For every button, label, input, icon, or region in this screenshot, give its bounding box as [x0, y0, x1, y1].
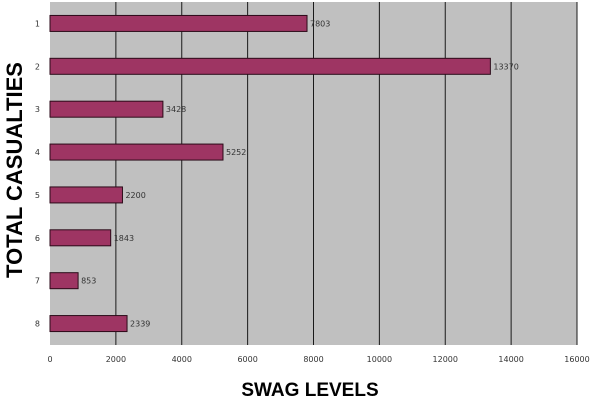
y-tick-label: 5	[35, 191, 40, 200]
bar-value-label: 5252	[226, 148, 246, 157]
bar-value-label: 7803	[310, 19, 330, 28]
x-tick-label: 16000	[564, 355, 589, 364]
x-axis-title: SWAG LEVELS	[241, 380, 378, 401]
bar	[49, 186, 123, 204]
y-tick-label: 1	[35, 19, 40, 28]
x-tick-label: 10000	[367, 355, 392, 364]
bar-value-label: 1843	[114, 234, 134, 243]
bar-value-label: 13370	[493, 62, 518, 71]
y-tick-label: 4	[35, 148, 40, 157]
bar-value-label: 2200	[125, 191, 145, 200]
x-tick-label: 4000	[172, 355, 192, 364]
bar	[49, 100, 164, 118]
bar	[49, 14, 308, 32]
value-labels: 7803 13370 3428 5252 2200 1843 853 2339	[81, 19, 519, 328]
bar	[49, 143, 224, 161]
x-tick-labels: 0 2000 4000 6000 8000 10000 12000 14000 16000	[47, 355, 589, 364]
y-axis-title: TOTAL CASUALTIES	[2, 62, 27, 278]
x-tick-label: 2000	[106, 355, 126, 364]
x-tick-label: 8000	[303, 355, 323, 364]
y-tick-label: 3	[35, 105, 40, 114]
x-tick-label: 12000	[433, 355, 458, 364]
x-tick-label: 0	[47, 355, 52, 364]
bar	[49, 229, 112, 247]
x-tick-label: 14000	[498, 355, 523, 364]
y-tick-label: 2	[35, 62, 40, 71]
y-tick-label: 6	[35, 234, 40, 243]
bars	[49, 14, 491, 333]
y-tick-labels: 1 2 3 4 5 6 7 8	[35, 19, 40, 328]
bar	[49, 315, 128, 333]
bar-value-label: 853	[81, 277, 96, 286]
bar	[49, 272, 79, 290]
y-tick-label: 8	[35, 320, 40, 329]
y-tick-label: 7	[35, 277, 40, 286]
bar	[49, 57, 491, 75]
bar-value-label: 3428	[166, 105, 186, 114]
bar-value-label: 2339	[130, 320, 150, 329]
x-tick-label: 6000	[237, 355, 257, 364]
